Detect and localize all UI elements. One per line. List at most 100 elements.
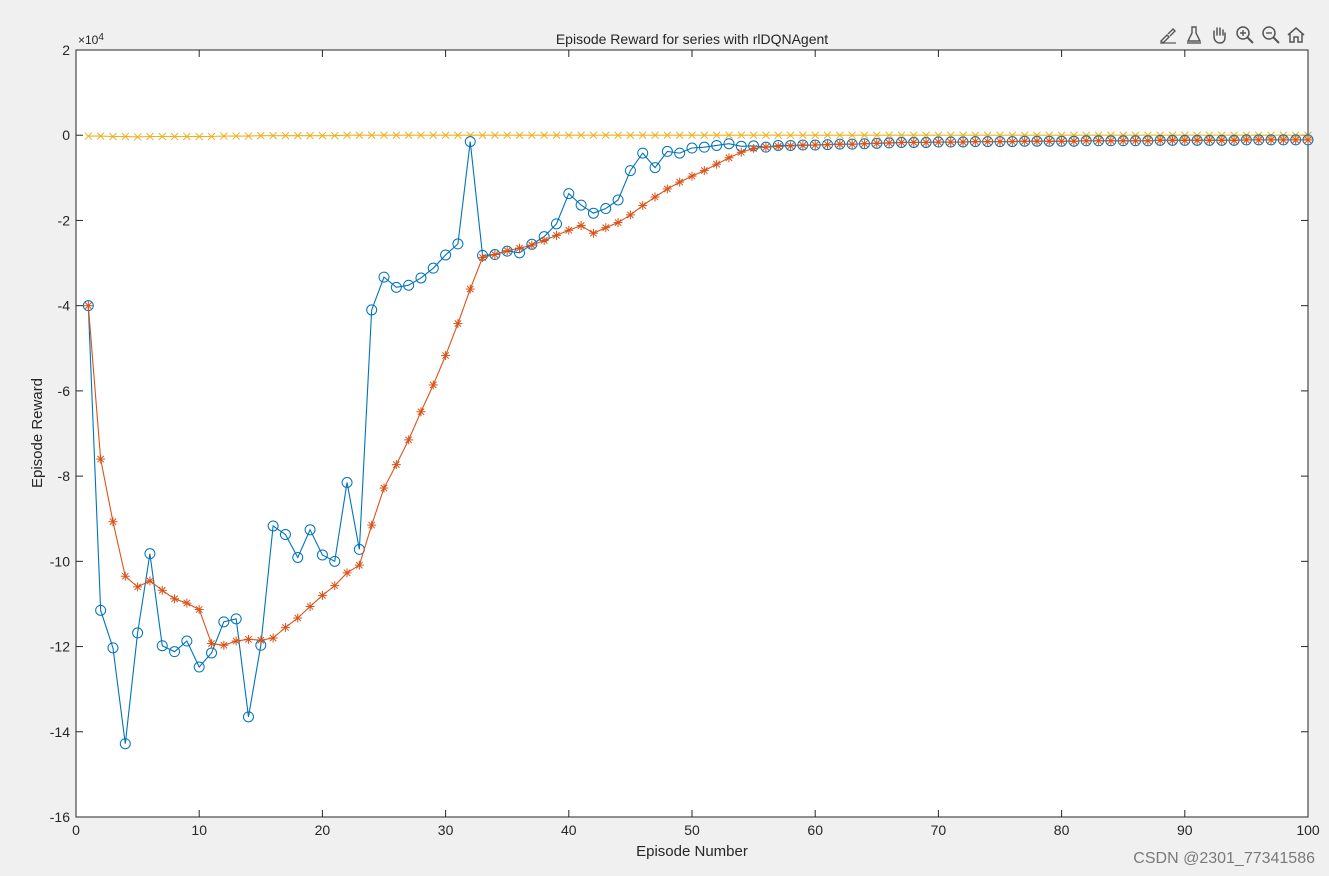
series-2-point	[305, 602, 315, 612]
series-1-point	[341, 477, 353, 489]
series-2-point	[588, 228, 598, 238]
series-2-point	[1143, 136, 1153, 146]
series-3-point	[823, 131, 832, 140]
x-tick-labels: 0 10 20 30 40 50 60 70 80 90 100	[72, 822, 1320, 838]
series-2-point	[453, 319, 463, 329]
series-2-point	[847, 139, 857, 149]
series-2-point	[293, 613, 303, 623]
series-2-point	[1032, 136, 1042, 146]
data-tips-icon[interactable]	[1182, 23, 1206, 47]
zoom-in-icon[interactable]	[1233, 23, 1257, 47]
series-3-point	[725, 131, 733, 140]
y-tick-label: 2	[62, 42, 70, 58]
series-3-point	[688, 131, 696, 140]
series-2-point	[207, 639, 217, 649]
series-2-point	[946, 137, 956, 147]
series-3-point	[762, 131, 770, 140]
y-tick-label: -10	[50, 553, 70, 569]
series-3-point	[1057, 131, 1066, 140]
series-3-point	[503, 131, 512, 140]
series-2-point	[1131, 136, 1141, 146]
series-3-point	[343, 131, 351, 140]
series-1-point	[550, 218, 562, 230]
series-2-point	[1241, 135, 1251, 145]
series-1-point	[403, 279, 415, 291]
series-2-point	[810, 140, 820, 150]
y-tick-labels: 2 0 -2 -4 -6 -8 -10 -12 -14 -16	[50, 42, 70, 825]
series-2-point	[1094, 136, 1104, 146]
pan-hand-icon[interactable]	[1207, 23, 1231, 47]
series-1-point	[366, 304, 378, 316]
series-3-point	[651, 131, 659, 140]
series-1-point	[329, 555, 341, 567]
series-2-point	[1291, 135, 1301, 145]
series-1-point	[292, 551, 304, 563]
series-2-point	[391, 460, 401, 470]
series-3-point	[1107, 131, 1115, 140]
series-1-point	[242, 711, 254, 723]
series-2-point	[1266, 135, 1276, 145]
series-2-point	[490, 250, 500, 260]
series-2-point	[1155, 135, 1165, 145]
x-tick-label: 90	[1177, 822, 1193, 838]
series-3-point	[146, 132, 154, 141]
series-1-point	[390, 281, 402, 293]
series-2-point	[995, 137, 1005, 147]
series-2-point	[465, 284, 475, 294]
y-tick-label: -2	[58, 212, 71, 228]
series-2-point	[539, 235, 549, 245]
series-2-point	[921, 137, 931, 147]
series-3-point	[835, 131, 844, 140]
series-2-point	[108, 517, 118, 527]
home-icon[interactable]	[1284, 23, 1308, 47]
series-2-point	[231, 636, 241, 646]
series-2-point	[687, 171, 697, 181]
series-3-point	[207, 132, 216, 141]
series-2-point	[1204, 135, 1214, 145]
series-2-point	[120, 571, 130, 581]
series-2-point	[872, 138, 882, 148]
y-exponent-power: 4	[98, 32, 104, 43]
series-1-point	[649, 162, 661, 174]
series-3-point	[1131, 131, 1140, 140]
series-3-point	[774, 131, 783, 140]
series-3-point	[712, 131, 721, 140]
series-2-point	[256, 635, 266, 645]
series-2-point	[1057, 136, 1067, 146]
series-2-point	[712, 159, 722, 169]
series-2-point	[170, 594, 180, 604]
series-3-point	[786, 131, 795, 140]
series-3-point	[269, 131, 277, 140]
zoom-out-icon[interactable]	[1259, 23, 1283, 47]
series-3-line	[88, 134, 1308, 138]
series-3-point	[515, 131, 524, 140]
y-tick-label: 0	[62, 127, 70, 143]
series-3-point	[799, 131, 807, 140]
series-3-point	[293, 131, 302, 140]
series-3-point	[355, 131, 364, 140]
series-1-point	[132, 627, 144, 639]
series-2-point	[613, 218, 623, 228]
x-tick-label: 10	[191, 822, 207, 838]
y-axis-label: Episode Reward	[29, 378, 46, 488]
brush-icon[interactable]	[1156, 23, 1180, 47]
series-2-point	[182, 598, 192, 608]
series-2-point	[724, 153, 734, 163]
y-tick-label: -8	[58, 468, 71, 484]
series-2-point	[551, 230, 561, 240]
series-2-point	[933, 137, 943, 147]
series-2-point	[416, 407, 426, 417]
x-axis-label: Episode Number	[636, 843, 748, 860]
series-3-point	[392, 131, 401, 140]
series-3-point	[749, 131, 758, 140]
series-3-point	[330, 131, 339, 140]
series-2	[83, 135, 1313, 650]
series-layer	[82, 131, 1314, 750]
series-2-point	[1069, 136, 1079, 146]
x-tick-label: 0	[72, 822, 80, 838]
series-3-point	[848, 131, 857, 140]
series-2-point	[96, 454, 106, 464]
series-2-point	[638, 201, 648, 211]
series-3-point	[589, 131, 598, 140]
